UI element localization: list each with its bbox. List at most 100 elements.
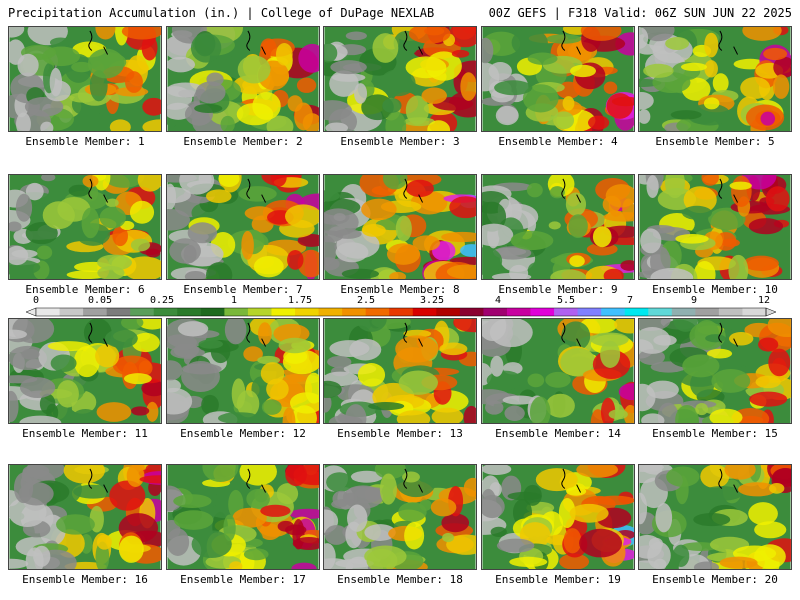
colorbar-swatch <box>436 308 461 316</box>
coastline <box>88 178 109 203</box>
precip-contour <box>704 32 719 58</box>
precip-contour <box>728 254 749 279</box>
precip-contour <box>558 497 576 528</box>
ensemble-member-panel: Ensemble Member: 15 <box>638 318 792 450</box>
precip-contour <box>527 373 545 388</box>
precip-contour <box>260 504 291 517</box>
precip-contour <box>361 224 386 237</box>
colorbar-swatch <box>506 308 532 316</box>
coastline <box>88 322 109 347</box>
precip-contour <box>709 408 743 423</box>
colorbar-swatch <box>459 308 484 316</box>
precip-contour <box>482 494 505 519</box>
precip-contour <box>324 235 337 266</box>
precip-contour <box>118 535 144 563</box>
precip-contour <box>26 465 65 481</box>
precip-contour <box>672 319 699 332</box>
precip-contour <box>11 249 38 258</box>
colorbar-swatch <box>624 308 649 316</box>
precip-contour <box>187 222 218 244</box>
precip-contour <box>704 60 718 78</box>
colorbar-swatch <box>83 308 108 316</box>
precip-contour <box>33 545 51 567</box>
coastline <box>403 178 424 203</box>
precip-contour <box>561 321 591 351</box>
precip-contour <box>39 393 56 415</box>
precip-contour <box>24 96 64 117</box>
precip-contour <box>173 494 212 508</box>
colorbar-tick-label: 4 <box>494 295 502 306</box>
precip-contour <box>509 264 529 279</box>
ensemble-member-panel: Ensemble Member: 18 <box>323 464 477 596</box>
member-label: Ensemble Member: 20 <box>652 573 778 586</box>
precip-contour <box>146 401 159 422</box>
precip-contour <box>559 553 590 569</box>
precip-contour <box>9 390 19 423</box>
precip-contour <box>276 483 299 505</box>
precip-contour <box>688 103 731 126</box>
ensemble-member-panel: Ensemble Member: 13 <box>323 318 477 450</box>
precip-contour <box>453 319 476 333</box>
precip-contour <box>258 322 272 345</box>
precip-contour <box>430 498 457 517</box>
precip-contour <box>569 255 585 268</box>
precip-contour <box>681 205 712 220</box>
precip-contour <box>611 96 634 107</box>
precip-contour <box>566 486 587 496</box>
precip-contour <box>754 544 786 569</box>
precip-contour <box>682 354 720 378</box>
precip-map <box>323 318 477 424</box>
precip-contour <box>646 175 659 199</box>
precip-contour <box>419 499 432 511</box>
precip-contour <box>191 530 232 559</box>
member-label: Ensemble Member: 5 <box>655 135 775 148</box>
colorbar-tick-label: 7 <box>626 295 634 306</box>
precip-contour <box>507 491 542 501</box>
precip-contour <box>50 354 77 372</box>
precip-contour <box>546 34 582 44</box>
precip-contour <box>641 413 665 423</box>
colorbar-swatch <box>742 308 767 316</box>
precip-contour <box>650 268 694 279</box>
precip-contour <box>99 206 126 229</box>
coastline <box>718 468 739 493</box>
precip-contour <box>16 112 31 131</box>
colorbar-swatch <box>389 308 414 316</box>
precip-contour <box>201 394 219 415</box>
precip-map <box>638 26 792 132</box>
precip-contour <box>345 404 367 423</box>
precip-map <box>166 26 320 132</box>
colorbar-swatch <box>718 308 743 316</box>
precip-contour <box>291 562 317 569</box>
precip-contour <box>398 502 427 522</box>
precip-contour <box>341 268 380 279</box>
precip-contour <box>511 28 548 57</box>
precip-contour <box>549 186 565 199</box>
precip-contour <box>765 186 790 212</box>
precip-contour <box>121 27 161 40</box>
ensemble-member-panel: Ensemble Member: 20 <box>638 464 792 596</box>
precip-contour <box>622 198 634 221</box>
colorbar-swatch <box>295 308 320 316</box>
precip-contour <box>130 238 151 252</box>
precip-contour <box>754 521 787 539</box>
precip-contour <box>17 53 39 77</box>
member-label: Ensemble Member: 3 <box>340 135 460 148</box>
precip-contour <box>357 363 386 387</box>
coastline <box>718 30 739 55</box>
colorbar-swatch <box>342 308 367 316</box>
precip-contour <box>224 319 247 345</box>
precip-contour <box>580 319 618 334</box>
precip-contour <box>252 92 281 120</box>
precip-contour <box>294 102 313 131</box>
coastline <box>561 30 582 55</box>
precip-contour <box>395 215 412 242</box>
precip-contour <box>282 349 319 375</box>
precip-contour <box>563 528 582 554</box>
precip-contour <box>324 43 338 63</box>
precip-contour <box>112 225 128 247</box>
precip-contour <box>769 482 785 494</box>
precip-contour <box>527 52 558 65</box>
precip-contour <box>330 60 367 75</box>
precip-contour <box>708 207 746 231</box>
